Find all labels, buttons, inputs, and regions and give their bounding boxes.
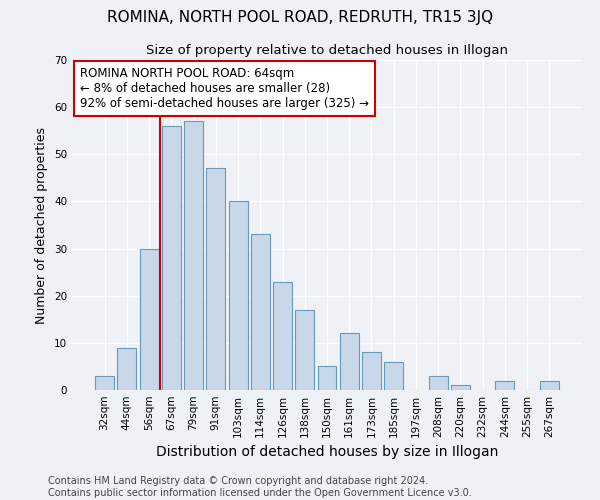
Bar bbox=[317, 366, 337, 390]
Bar bbox=[540, 380, 559, 390]
Bar bbox=[206, 168, 225, 390]
Bar bbox=[184, 122, 203, 390]
Bar bbox=[340, 334, 359, 390]
Title: Size of property relative to detached houses in Illogan: Size of property relative to detached ho… bbox=[146, 44, 508, 58]
Bar bbox=[95, 376, 114, 390]
Text: ROMINA NORTH POOL ROAD: 64sqm
← 8% of detached houses are smaller (28)
92% of se: ROMINA NORTH POOL ROAD: 64sqm ← 8% of de… bbox=[80, 66, 368, 110]
Text: ROMINA, NORTH POOL ROAD, REDRUTH, TR15 3JQ: ROMINA, NORTH POOL ROAD, REDRUTH, TR15 3… bbox=[107, 10, 493, 25]
Bar bbox=[362, 352, 381, 390]
Bar bbox=[140, 248, 158, 390]
Bar bbox=[451, 386, 470, 390]
Bar bbox=[118, 348, 136, 390]
Bar bbox=[384, 362, 403, 390]
Bar bbox=[229, 202, 248, 390]
Text: Contains HM Land Registry data © Crown copyright and database right 2024.
Contai: Contains HM Land Registry data © Crown c… bbox=[48, 476, 472, 498]
Bar bbox=[162, 126, 181, 390]
Bar bbox=[273, 282, 292, 390]
X-axis label: Distribution of detached houses by size in Illogan: Distribution of detached houses by size … bbox=[156, 446, 498, 460]
Bar bbox=[251, 234, 270, 390]
Bar bbox=[496, 380, 514, 390]
Y-axis label: Number of detached properties: Number of detached properties bbox=[35, 126, 49, 324]
Bar bbox=[295, 310, 314, 390]
Bar bbox=[429, 376, 448, 390]
